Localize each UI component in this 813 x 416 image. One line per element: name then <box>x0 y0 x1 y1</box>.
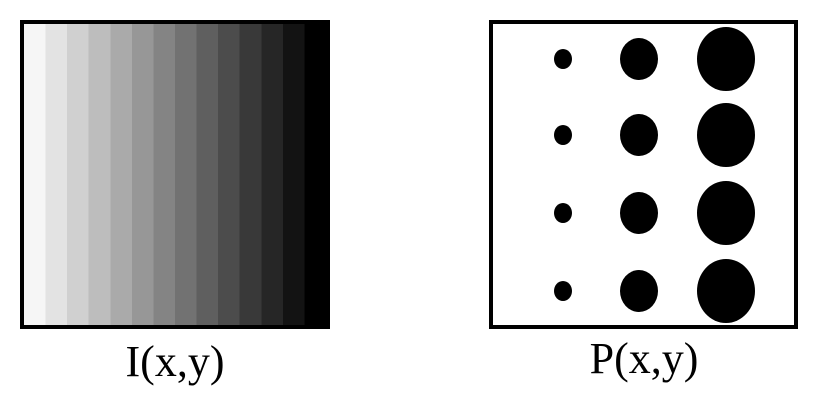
halftone-dots <box>493 24 794 325</box>
halftone-dot-large <box>697 259 755 323</box>
halftone-dot-medium <box>620 192 658 234</box>
horizontal-gradient <box>24 24 326 325</box>
pattern-caption: P(x,y) <box>544 337 744 381</box>
halftone-dot-medium <box>620 114 658 156</box>
intensity-image-panel <box>20 20 330 329</box>
halftone-dot-small <box>554 281 572 301</box>
intensity-caption: I(x,y) <box>75 340 275 384</box>
halftone-dot-large <box>697 27 755 91</box>
halftone-dot-small <box>554 125 572 145</box>
halftone-dot-small <box>554 203 572 223</box>
halftone-pattern-panel <box>489 20 798 329</box>
halftone-dot-medium <box>620 38 658 80</box>
halftone-dot-medium <box>620 270 658 312</box>
halftone-dot-small <box>554 49 572 69</box>
halftone-dot-large <box>697 181 755 245</box>
halftone-dot-large <box>697 103 755 167</box>
